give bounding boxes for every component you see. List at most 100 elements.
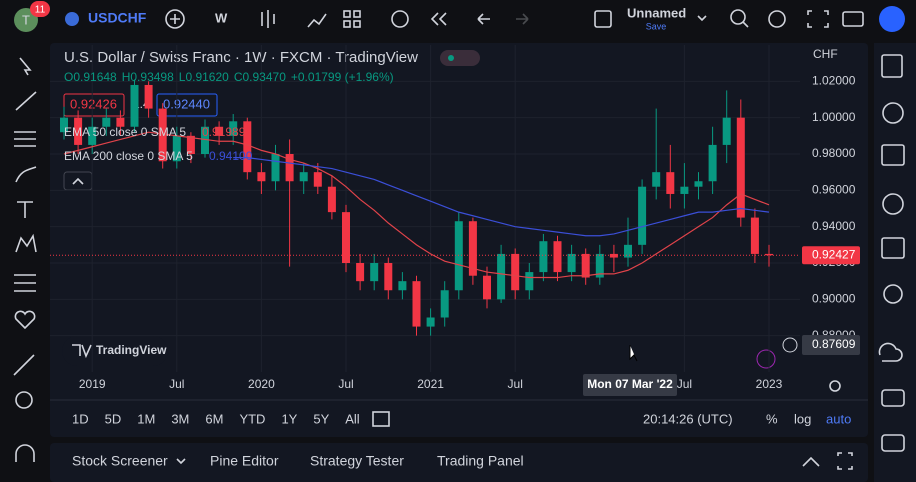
line-tool[interactable]	[15, 91, 37, 111]
candle-body	[708, 144, 717, 182]
timeframe[interactable]: 5D	[105, 411, 122, 426]
layout-icon[interactable]	[343, 10, 351, 18]
fullscreen-icon[interactable]	[807, 10, 829, 28]
legend-name: EMA 50 close 0 SMA 5	[64, 125, 186, 139]
flag	[65, 12, 79, 26]
candle-body	[581, 253, 590, 278]
candle-body	[553, 241, 562, 273]
timeframe[interactable]: YTD	[239, 411, 265, 426]
panel-maximize[interactable]	[837, 452, 853, 470]
indicators-icon[interactable]	[307, 13, 327, 28]
hotlist-icon[interactable]	[882, 193, 904, 215]
x-tick-label: 2020	[248, 377, 275, 391]
calendar-icon[interactable]	[881, 237, 905, 259]
candle-body	[201, 126, 209, 154]
chat-icon[interactable]	[881, 389, 905, 407]
y-tick-label: 0.98000	[812, 146, 856, 160]
panel-expand[interactable]	[802, 456, 820, 467]
watchlist-icon[interactable]	[881, 54, 903, 78]
brush-tool[interactable]	[15, 166, 37, 183]
timeframe[interactable]: 1M	[137, 411, 155, 426]
undo-icon[interactable]	[477, 13, 490, 25]
replay-icon[interactable]	[430, 12, 447, 26]
status-dot	[448, 55, 454, 61]
candle-body	[765, 253, 773, 256]
chats-icon[interactable]	[881, 434, 905, 452]
badge	[30, 1, 50, 17]
clock[interactable]: 20:14:26 (UTC)	[643, 411, 733, 426]
x-tick-label: Jul	[508, 377, 523, 391]
search-handle	[742, 21, 749, 28]
timeframe[interactable]: 3M	[171, 411, 189, 426]
currency[interactable]: CHF	[813, 47, 838, 61]
ruler-tool[interactable]	[13, 354, 35, 376]
ohlc-readout: H0.93498	[122, 70, 174, 84]
y-tick-label: 0.90000	[812, 292, 856, 306]
candle-body	[74, 117, 83, 145]
crosshair-add[interactable]	[782, 337, 798, 353]
redo-icon[interactable]	[516, 13, 529, 25]
timeframe[interactable]: 5Y	[313, 411, 329, 426]
bottom-tab[interactable]: Strategy Tester	[310, 453, 404, 469]
alert-icon[interactable]	[391, 10, 409, 28]
auto-toggle[interactable]: auto	[826, 411, 851, 426]
candles-icon[interactable]	[261, 10, 275, 28]
market-status	[440, 50, 480, 66]
price-tag	[802, 246, 860, 265]
favorites-tool[interactable]	[14, 310, 36, 330]
percent-toggle[interactable]: %	[766, 411, 778, 426]
candle-body	[215, 126, 224, 136]
x-tick-label: 2021	[417, 377, 444, 391]
timeframe[interactable]: 1Y	[281, 411, 297, 426]
add-icon[interactable]	[165, 9, 185, 29]
logo-pill	[62, 336, 168, 366]
magnet-tool[interactable]	[15, 444, 35, 462]
prediction-tool[interactable]	[14, 274, 36, 292]
ideas-icon[interactable]	[883, 284, 903, 304]
fib-tool[interactable]	[14, 131, 36, 147]
flash-icon[interactable]	[756, 349, 776, 369]
zoom-tool[interactable]	[15, 391, 33, 409]
candle-body	[285, 154, 294, 182]
buy-box[interactable]	[156, 93, 218, 117]
layout-box[interactable]	[594, 10, 612, 28]
news-icon[interactable]	[881, 144, 905, 166]
date-range-icon[interactable]	[372, 411, 390, 427]
axis-settings[interactable]	[829, 380, 841, 392]
legend-name: EMA 200 close 0 SMA 5	[64, 149, 193, 163]
search-icon[interactable]	[730, 9, 746, 25]
candle-body	[271, 154, 280, 182]
bottom-tab[interactable]: Trading Panel	[437, 453, 524, 469]
camera-icon[interactable]	[842, 11, 864, 27]
candle-body	[426, 317, 435, 327]
streams-icon[interactable]	[878, 342, 903, 362]
save-label[interactable]: Save	[646, 21, 667, 31]
timeframe[interactable]: 6M	[205, 411, 223, 426]
interval[interactable]: W	[215, 10, 228, 25]
cursor-tool[interactable]	[19, 57, 32, 76]
layout-name[interactable]: Unnamed	[627, 5, 686, 20]
bottom-tab[interactable]: Pine Editor	[210, 453, 279, 469]
candle-body	[652, 172, 661, 187]
legend-value: 0.91989	[202, 125, 246, 139]
chart-title: U.S. Dollar / Swiss Franc · 1W · FXCM · …	[64, 49, 418, 66]
layout-icon2	[353, 10, 361, 18]
ideas-button[interactable]	[879, 6, 905, 32]
legend-value: 0.94100	[209, 149, 253, 163]
crosshair-x-tag	[583, 374, 677, 396]
timeframe[interactable]: 1D	[72, 411, 89, 426]
symbol[interactable]: USDCHF	[88, 10, 147, 26]
timeframe[interactable]: All	[345, 411, 360, 426]
chevron	[697, 15, 707, 22]
settings-icon[interactable]	[768, 10, 786, 28]
price-tag-label: 0.92427	[812, 247, 856, 261]
candle-body	[750, 217, 759, 254]
candle-body	[539, 241, 548, 273]
log-toggle[interactable]: log	[794, 411, 811, 426]
sell-box[interactable]	[63, 93, 125, 117]
alerts-icon[interactable]	[882, 102, 904, 124]
badge-count: 11	[35, 5, 46, 16]
pattern-tool[interactable]	[15, 233, 37, 253]
text-tool[interactable]	[17, 201, 33, 218]
bottom-tab[interactable]: Stock Screener	[72, 453, 168, 469]
